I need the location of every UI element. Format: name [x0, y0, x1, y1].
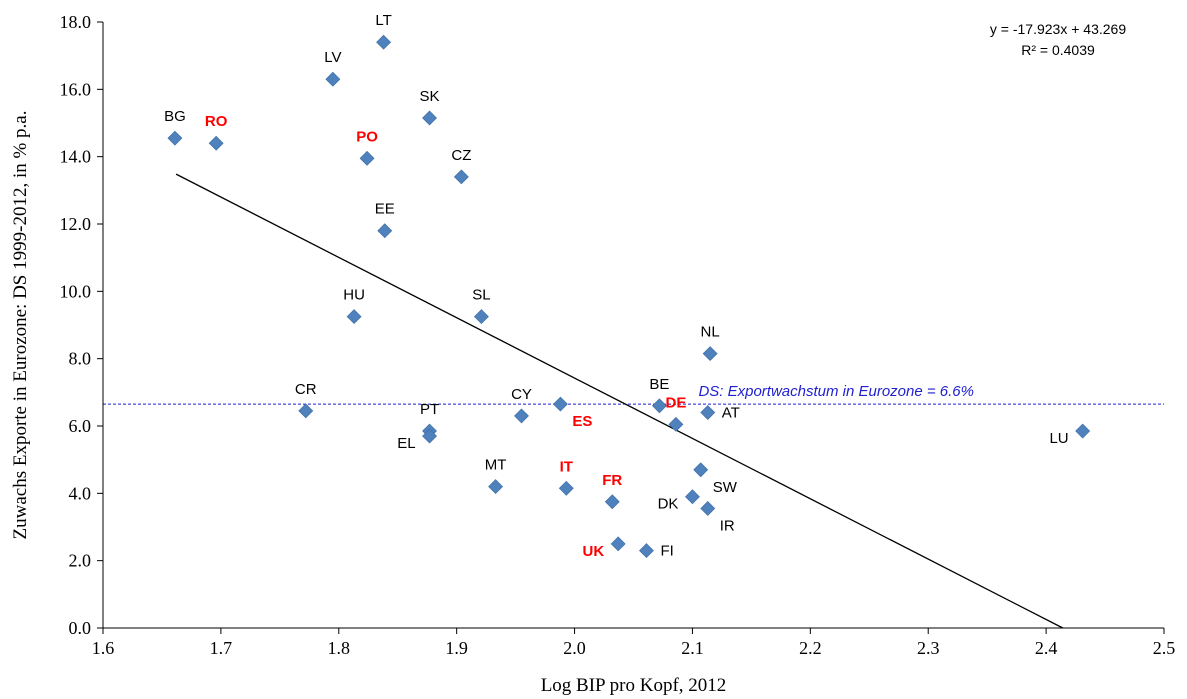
point-label-it: IT	[560, 458, 573, 475]
point-label-el: EL	[397, 435, 415, 452]
trendline	[175, 173, 1064, 629]
point-label-pt: PT	[420, 401, 439, 418]
x-ticks: 1.6 1.7 1.8 1.9 2.0 2.1 2.2 2.3 2.4 2.5	[92, 628, 1176, 658]
data-point-cz	[453, 169, 469, 185]
data-point-nl	[702, 346, 718, 362]
axes	[102, 22, 1164, 629]
y-tick-label: 10.0	[60, 281, 92, 301]
trendline-equation: y = -17.923x + 43.269	[990, 21, 1126, 37]
point-label-mt: MT	[485, 457, 507, 474]
point-label-de: DE	[666, 394, 687, 411]
reference-line-label: DS: Exportwachstum in Eurozone = 6.6%	[698, 383, 974, 400]
point-label-lv: LV	[324, 49, 341, 66]
y-tick-label: 12.0	[60, 214, 92, 234]
point-label-ro: RO	[205, 113, 228, 130]
y-tick-label: 8.0	[69, 349, 92, 369]
point-label-dk: DK	[658, 496, 679, 513]
point-label-be: BE	[649, 376, 669, 393]
point-label-hu: HU	[343, 287, 365, 304]
y-tick-label: 2.0	[69, 551, 92, 571]
y-tick-label: 16.0	[60, 79, 92, 99]
point-label-es: ES	[572, 413, 592, 430]
y-tick-label: 14.0	[60, 147, 92, 167]
y-tick-label: 4.0	[69, 483, 92, 503]
data-point-fi	[639, 543, 654, 558]
data-point-cy	[514, 408, 529, 424]
point-label-cr: CR	[295, 381, 317, 398]
data-point-it	[558, 480, 574, 496]
point-label-sw: SW	[713, 479, 738, 496]
data-point-fr	[604, 494, 620, 510]
point-label-at: AT	[722, 405, 740, 422]
point-label-bg: BG	[164, 108, 186, 125]
data-point-at	[700, 405, 716, 420]
point-label-lu: LU	[1049, 430, 1068, 447]
point-label-cy: CY	[511, 386, 532, 403]
point-label-nl: NL	[701, 324, 720, 341]
data-point-sw	[693, 462, 709, 478]
x-tick-label: 1.6	[92, 638, 115, 658]
point-label-po: PO	[356, 128, 378, 145]
x-tick-label: 2.2	[799, 638, 822, 658]
x-tick-label: 1.9	[445, 638, 468, 658]
point-label-fi: FI	[660, 543, 673, 560]
trendline-layer	[175, 173, 1064, 629]
data-point-mt	[488, 479, 503, 495]
data-point-ir	[700, 501, 716, 516]
data-point-uk	[610, 536, 626, 552]
point-label-ee: EE	[375, 201, 395, 218]
data-point-dk	[685, 489, 700, 505]
data-point-bg	[167, 130, 183, 146]
data-point-ro	[208, 135, 224, 151]
data-point-es	[552, 396, 568, 412]
data-point-sk	[422, 110, 437, 126]
data-point-hu	[346, 309, 362, 325]
point-label-sl: SL	[472, 287, 490, 304]
data-point-po	[359, 150, 375, 166]
x-tick-label: 2.0	[563, 638, 586, 658]
data-point-sl	[473, 309, 489, 325]
data-point-lt	[376, 34, 391, 50]
x-tick-label: 2.3	[917, 638, 940, 658]
x-tick-label: 1.7	[210, 638, 233, 658]
data-point-de	[668, 416, 684, 432]
data-point-el	[422, 428, 437, 444]
x-tick-label: 2.5	[1153, 638, 1176, 658]
x-tick-label: 2.4	[1035, 638, 1058, 658]
data-point-lv	[325, 71, 341, 87]
point-label-ir: IR	[720, 517, 735, 534]
data-point-ee	[377, 223, 393, 239]
y-tick-label: 0.0	[69, 618, 92, 638]
x-tick-label: 1.8	[328, 638, 351, 658]
point-label-cz: CZ	[451, 147, 471, 164]
point-label-uk: UK	[583, 543, 605, 560]
x-axis-title: Log BIP pro Kopf, 2012	[541, 675, 727, 696]
data-point-cr	[298, 403, 314, 419]
point-label-lt: LT	[375, 12, 391, 29]
y-tick-label: 18.0	[60, 12, 92, 32]
data-point-lu	[1075, 423, 1091, 439]
trendline-r-squared: R² = 0.4039	[1021, 42, 1095, 58]
y-axis-title: Zuwachs Exporte in Eurozone: DS 1999-201…	[10, 111, 31, 540]
point-label-fr: FR	[602, 472, 622, 489]
y-tick-label: 6.0	[69, 416, 92, 436]
y-ticks: 0.0 2.0 4.0 6.0 8.0 10.0 12.0 14.0 16.0 18.0	[60, 12, 103, 638]
data-point-be	[652, 398, 667, 414]
data-points	[167, 34, 1091, 558]
x-tick-label: 2.1	[681, 638, 704, 658]
point-label-sk: SK	[420, 88, 440, 105]
